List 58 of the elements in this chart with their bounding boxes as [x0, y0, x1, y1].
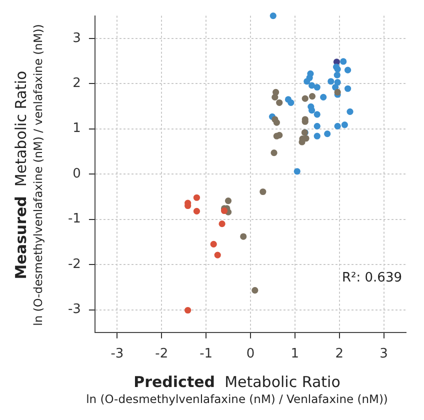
- point: [224, 197, 232, 204]
- y-tick-label: -1: [68, 212, 81, 227]
- point: [346, 108, 354, 115]
- point: [324, 130, 331, 138]
- y-tick-label: 0: [72, 166, 81, 182]
- y-tick-label: 2: [72, 76, 81, 92]
- point: [252, 287, 258, 294]
- point: [334, 72, 340, 78]
- y-tick-label: 3: [72, 30, 81, 46]
- point: [314, 122, 320, 130]
- x-axis-title: Predicted Metabolic Ratio ln (O-desmethylvenlafaxine (nM) / Venlafaxine (nM)): [85, 373, 389, 408]
- point: [302, 95, 308, 102]
- point: [302, 135, 310, 142]
- x-tick-label: 1: [290, 346, 300, 362]
- point: [288, 99, 294, 106]
- point: [184, 306, 192, 314]
- y-tick-label: -3: [68, 302, 81, 318]
- point: [334, 78, 341, 86]
- point: [260, 188, 266, 196]
- point: [320, 94, 327, 101]
- point: [193, 194, 200, 201]
- point: [334, 122, 341, 130]
- point: [294, 168, 300, 175]
- point: [332, 84, 339, 91]
- point: [270, 150, 278, 156]
- point: [214, 252, 221, 258]
- y-tick-label: 1: [72, 121, 81, 136]
- point: [314, 84, 320, 91]
- annotation: R²: 0.639: [342, 270, 402, 286]
- y-tick-label: -2: [68, 256, 81, 272]
- point: [341, 122, 348, 128]
- point: [314, 132, 320, 140]
- x-tick-label: 3: [380, 346, 388, 362]
- x-tick-label: -3: [110, 346, 124, 362]
- x-tick-label: 0: [246, 346, 255, 362]
- point: [210, 240, 217, 248]
- point: [220, 207, 228, 214]
- point: [276, 132, 283, 139]
- x-tick-label: -1: [200, 346, 213, 362]
- point: [240, 233, 247, 240]
- point: [344, 66, 352, 74]
- point: [308, 107, 316, 114]
- x-tick-label: -2: [155, 346, 168, 362]
- point: [272, 94, 278, 101]
- x-tick-label: 2: [335, 346, 344, 362]
- point: [308, 93, 316, 100]
- point: [314, 111, 320, 118]
- point: [328, 78, 334, 85]
- point: [340, 58, 347, 65]
- point: [334, 88, 341, 96]
- point: [193, 208, 200, 214]
- point: [276, 99, 283, 106]
- point: [308, 82, 316, 89]
- point: [218, 220, 226, 228]
- point: [270, 12, 276, 20]
- point: [273, 119, 280, 126]
- point: [304, 78, 310, 85]
- point: [344, 85, 352, 92]
